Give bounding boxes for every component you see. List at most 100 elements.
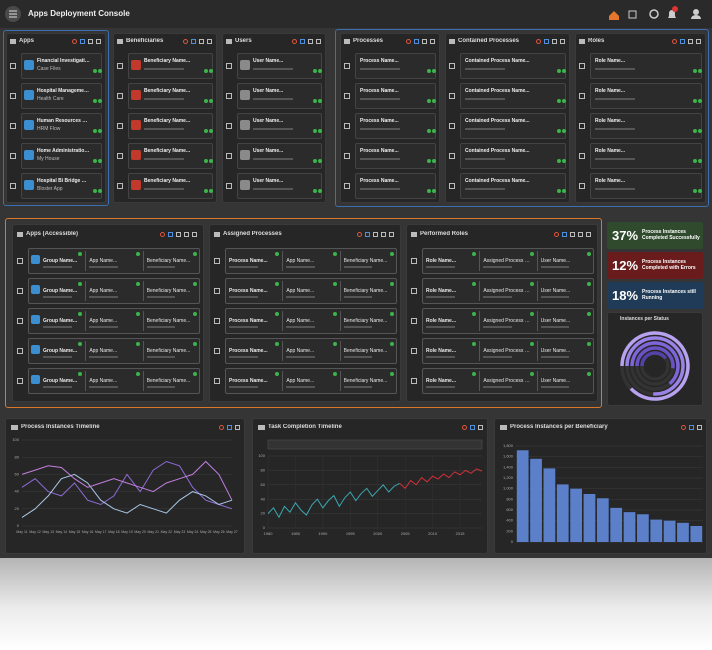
checkbox[interactable] bbox=[10, 123, 16, 129]
item-card[interactable] bbox=[28, 308, 200, 334]
item-card[interactable] bbox=[225, 248, 397, 274]
item-card[interactable] bbox=[28, 338, 200, 364]
item-card[interactable] bbox=[460, 173, 566, 199]
item-card[interactable] bbox=[225, 278, 397, 304]
item-card[interactable] bbox=[128, 113, 213, 139]
checkbox[interactable] bbox=[411, 318, 417, 324]
checkbox[interactable] bbox=[226, 93, 232, 99]
tool-icon[interactable] bbox=[72, 39, 77, 44]
item-card[interactable] bbox=[28, 368, 200, 394]
checkbox[interactable] bbox=[17, 378, 23, 384]
tool-icon[interactable] bbox=[688, 39, 693, 44]
item-card[interactable] bbox=[225, 308, 397, 334]
tool-icon[interactable] bbox=[689, 425, 694, 430]
item-card[interactable] bbox=[590, 143, 702, 169]
checkbox[interactable] bbox=[214, 318, 220, 324]
item-card[interactable] bbox=[355, 83, 436, 109]
checkbox[interactable] bbox=[117, 63, 123, 69]
checkbox[interactable] bbox=[411, 378, 417, 384]
item-card[interactable] bbox=[21, 83, 102, 109]
checkbox[interactable] bbox=[10, 153, 16, 159]
tool-icon[interactable] bbox=[88, 39, 93, 44]
item-card[interactable] bbox=[21, 53, 102, 79]
item-card[interactable] bbox=[237, 143, 322, 169]
tool-icon[interactable] bbox=[389, 232, 394, 237]
tool-icon[interactable] bbox=[227, 425, 232, 430]
item-card[interactable] bbox=[355, 173, 436, 199]
item-card[interactable] bbox=[590, 83, 702, 109]
checkbox[interactable] bbox=[17, 288, 23, 294]
checkbox[interactable] bbox=[449, 63, 455, 69]
checkbox[interactable] bbox=[226, 123, 232, 129]
checkbox[interactable] bbox=[214, 348, 220, 354]
checkbox[interactable] bbox=[214, 258, 220, 264]
checkbox[interactable] bbox=[226, 183, 232, 189]
checkbox[interactable] bbox=[579, 183, 585, 189]
tool-icon[interactable] bbox=[681, 425, 686, 430]
tool-icon[interactable] bbox=[554, 232, 559, 237]
item-card[interactable] bbox=[422, 248, 594, 274]
tool-icon[interactable] bbox=[235, 425, 240, 430]
checkbox[interactable] bbox=[117, 93, 123, 99]
checkbox[interactable] bbox=[214, 288, 220, 294]
tool-icon[interactable] bbox=[536, 39, 541, 44]
item-card[interactable] bbox=[237, 113, 322, 139]
tool-icon[interactable] bbox=[207, 39, 212, 44]
tool-icon[interactable] bbox=[168, 232, 173, 237]
tool-icon[interactable] bbox=[199, 39, 204, 44]
checkbox[interactable] bbox=[344, 153, 350, 159]
tool-icon[interactable] bbox=[552, 39, 557, 44]
item-card[interactable] bbox=[355, 143, 436, 169]
item-card[interactable] bbox=[590, 173, 702, 199]
tool-icon[interactable] bbox=[430, 39, 435, 44]
checkbox[interactable] bbox=[214, 378, 220, 384]
item-card[interactable] bbox=[460, 143, 566, 169]
tool-icon[interactable] bbox=[414, 39, 419, 44]
tool-icon[interactable] bbox=[470, 425, 475, 430]
item-card[interactable] bbox=[21, 113, 102, 139]
checkbox[interactable] bbox=[579, 93, 585, 99]
item-card[interactable] bbox=[28, 248, 200, 274]
item-card[interactable] bbox=[128, 143, 213, 169]
item-card[interactable] bbox=[355, 113, 436, 139]
tool-icon[interactable] bbox=[160, 232, 165, 237]
item-card[interactable] bbox=[460, 53, 566, 79]
tool-icon[interactable] bbox=[422, 39, 427, 44]
tool-icon[interactable] bbox=[586, 232, 591, 237]
tool-icon[interactable] bbox=[570, 232, 575, 237]
checkbox[interactable] bbox=[17, 348, 23, 354]
tool-icon[interactable] bbox=[357, 232, 362, 237]
checkbox[interactable] bbox=[10, 63, 16, 69]
tool-icon[interactable] bbox=[316, 39, 321, 44]
checkbox[interactable] bbox=[344, 123, 350, 129]
item-card[interactable] bbox=[422, 308, 594, 334]
tool-icon[interactable] bbox=[560, 39, 565, 44]
tool-icon[interactable] bbox=[680, 39, 685, 44]
checkbox[interactable] bbox=[17, 258, 23, 264]
checkbox[interactable] bbox=[117, 123, 123, 129]
item-card[interactable] bbox=[422, 278, 594, 304]
tool-icon[interactable] bbox=[373, 232, 378, 237]
checkbox[interactable] bbox=[411, 258, 417, 264]
tool-icon[interactable] bbox=[562, 232, 567, 237]
checkbox[interactable] bbox=[411, 288, 417, 294]
tool-icon[interactable] bbox=[544, 39, 549, 44]
tool-icon[interactable] bbox=[80, 39, 85, 44]
item-card[interactable] bbox=[21, 173, 102, 199]
item-card[interactable] bbox=[225, 368, 397, 394]
account-icon[interactable] bbox=[649, 9, 659, 19]
item-card[interactable] bbox=[422, 338, 594, 364]
item-card[interactable] bbox=[237, 53, 322, 79]
checkbox[interactable] bbox=[17, 318, 23, 324]
tool-icon[interactable] bbox=[406, 39, 411, 44]
item-card[interactable] bbox=[237, 173, 322, 199]
checkbox[interactable] bbox=[117, 183, 123, 189]
checkbox[interactable] bbox=[10, 93, 16, 99]
tool-icon[interactable] bbox=[300, 39, 305, 44]
checkbox[interactable] bbox=[344, 63, 350, 69]
item-card[interactable] bbox=[237, 83, 322, 109]
tool-icon[interactable] bbox=[672, 39, 677, 44]
item-card[interactable] bbox=[590, 53, 702, 79]
item-card[interactable] bbox=[460, 113, 566, 139]
checkbox[interactable] bbox=[117, 153, 123, 159]
